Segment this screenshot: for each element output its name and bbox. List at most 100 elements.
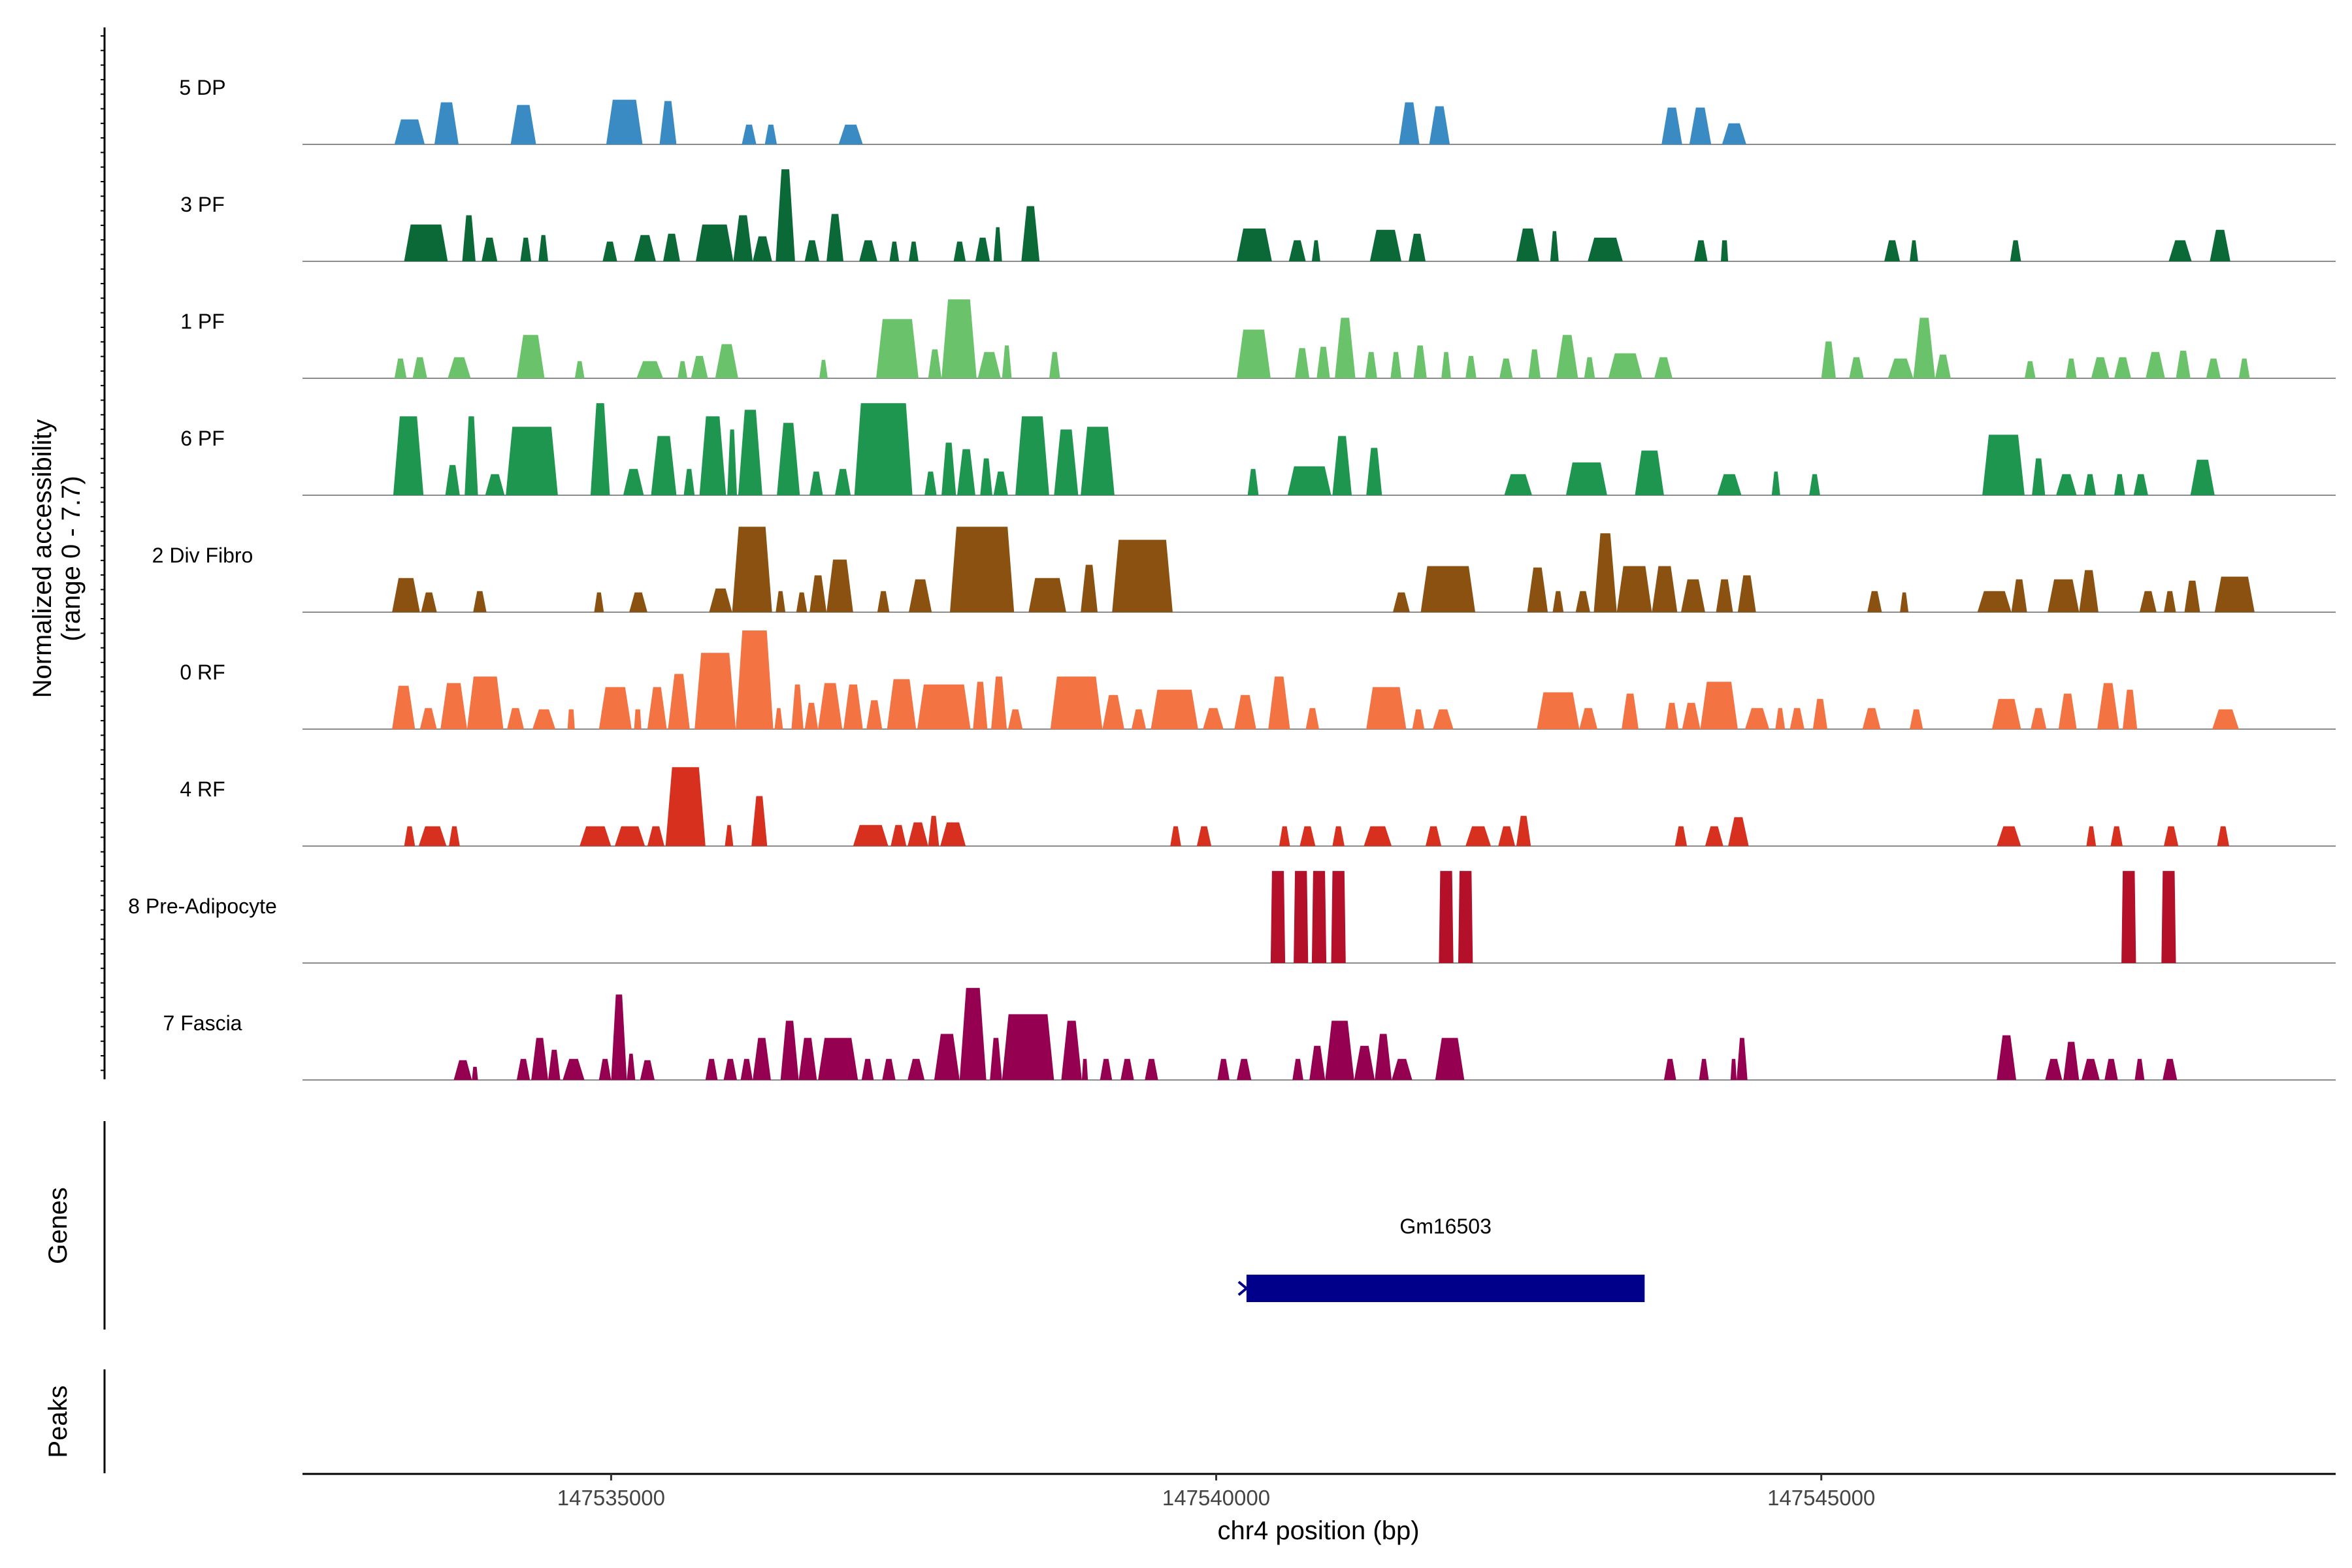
coverage-peak [590, 403, 610, 495]
coverage-peak [1579, 708, 1597, 729]
coverage-peak [1991, 698, 2021, 729]
coverage-peak [1622, 693, 1639, 729]
coverage-peak [1375, 1034, 1392, 1080]
coverage-peak [753, 236, 772, 261]
coverage-peak [1722, 123, 1746, 144]
coverage-peak [2065, 358, 2077, 378]
coverage-peak [485, 474, 505, 495]
coverage-peak [1682, 702, 1701, 729]
coverage-peak [2238, 358, 2250, 378]
coverage-peak [1593, 533, 1617, 612]
coverage-peak [516, 1058, 531, 1080]
coverage-peak [917, 684, 971, 729]
coverage-peak [1292, 1058, 1303, 1080]
coverage-peak [993, 471, 1008, 495]
coverage-peak [1616, 566, 1652, 612]
track-label: 7 Fascia [163, 1011, 242, 1035]
track-label: 1 PF [180, 310, 225, 333]
coverage-peak [1900, 592, 1909, 612]
track-1: 5 DP [179, 76, 2336, 145]
coverage-peak [1913, 318, 1935, 378]
coverage-peak [1170, 826, 1181, 846]
coverage-peak [774, 708, 783, 729]
coverage-peak [520, 237, 532, 261]
coverage-peak [392, 685, 416, 729]
coverage-peak [629, 592, 647, 612]
coverage-peak [809, 471, 823, 495]
coverage-peak [2114, 474, 2125, 495]
coverage-peak [924, 471, 937, 495]
coverage-peak [678, 361, 688, 378]
coverage-peak [2097, 683, 2119, 729]
coverage-peak [980, 458, 992, 495]
coverage-peak [1309, 1045, 1326, 1080]
track-label: 4 RF [180, 777, 225, 801]
coverage-peak [1332, 436, 1352, 495]
coverage-peak [826, 559, 853, 612]
coverage-peak [1694, 240, 1708, 261]
coverage-peak [1458, 871, 1473, 963]
coverage-peak [1294, 871, 1309, 963]
coverage-peak [1654, 357, 1673, 378]
coverage-peak [957, 449, 975, 495]
coverage-peak [738, 410, 762, 495]
y-axis-title-line2: (range 0 - 7.7) [57, 476, 86, 641]
coverage-peak [623, 468, 644, 495]
coverage-peak [1366, 448, 1382, 495]
coverage-peak [2123, 689, 2138, 729]
coverage-peak [434, 102, 459, 144]
coverage-peak [602, 241, 617, 261]
coverage-peak [2104, 1058, 2118, 1080]
coverage-peak [2190, 459, 2215, 495]
y-axis-title-line1: Normalized accessibility [28, 419, 57, 698]
coverage-peak [2146, 351, 2165, 378]
coverage-peak [733, 215, 753, 261]
coverage-peak [1364, 826, 1392, 846]
coverage-peak [453, 1060, 472, 1080]
coverage-peak [1420, 566, 1475, 612]
coverage-peak [2212, 709, 2239, 729]
coverage-peak [2210, 229, 2230, 261]
coverage-peak [1575, 591, 1590, 612]
coverage-peak [1771, 471, 1780, 495]
coverage-peak [907, 822, 928, 846]
coverage-peak [1565, 462, 1607, 495]
coverage-peak [2161, 871, 2176, 963]
coverage-peak [1433, 709, 1454, 729]
coverage-peak [532, 709, 556, 729]
coverage-peak [2168, 240, 2192, 261]
coverage-peak [1021, 206, 1040, 261]
coverage-peak [973, 681, 988, 729]
coverage-peak [2086, 826, 2097, 846]
coverage-peak [796, 592, 808, 612]
track-label: 6 PF [180, 427, 225, 450]
coverage-peak [780, 1021, 799, 1080]
coverage-peak [1527, 567, 1548, 612]
track-label: 8 Pre-Adipocyte [128, 894, 277, 918]
coverage-peak [907, 1058, 925, 1080]
coverage-peak [1635, 450, 1664, 495]
coverage-peak [2063, 1041, 2080, 1080]
coverage-peak [791, 684, 804, 729]
coverage-peak [1354, 1045, 1375, 1080]
coverage-peak [975, 237, 990, 261]
coverage-peak [835, 468, 851, 495]
coverage-peak [606, 99, 643, 144]
coverage-peak [404, 826, 416, 846]
coverage-peak [826, 214, 843, 261]
track-label: 5 DP [179, 76, 225, 99]
coverage-peak [1867, 591, 1882, 612]
x-axis-ticks: 147535000 147540000 147545000 [557, 1474, 1875, 1510]
coverage-peak [473, 591, 487, 612]
coverage-peak [574, 361, 585, 378]
coverage-peak [1390, 351, 1401, 378]
coverage-peak [2110, 826, 2123, 846]
coverage-peak [838, 124, 863, 144]
coverage-peak [1429, 106, 1450, 144]
coverage-peak [1369, 229, 1401, 261]
coverage-peak [909, 579, 932, 612]
coverage-peak [736, 630, 774, 729]
coverage-peak [1392, 1058, 1413, 1080]
coverage-peak [1102, 694, 1124, 729]
coverage-peak [882, 1058, 896, 1080]
